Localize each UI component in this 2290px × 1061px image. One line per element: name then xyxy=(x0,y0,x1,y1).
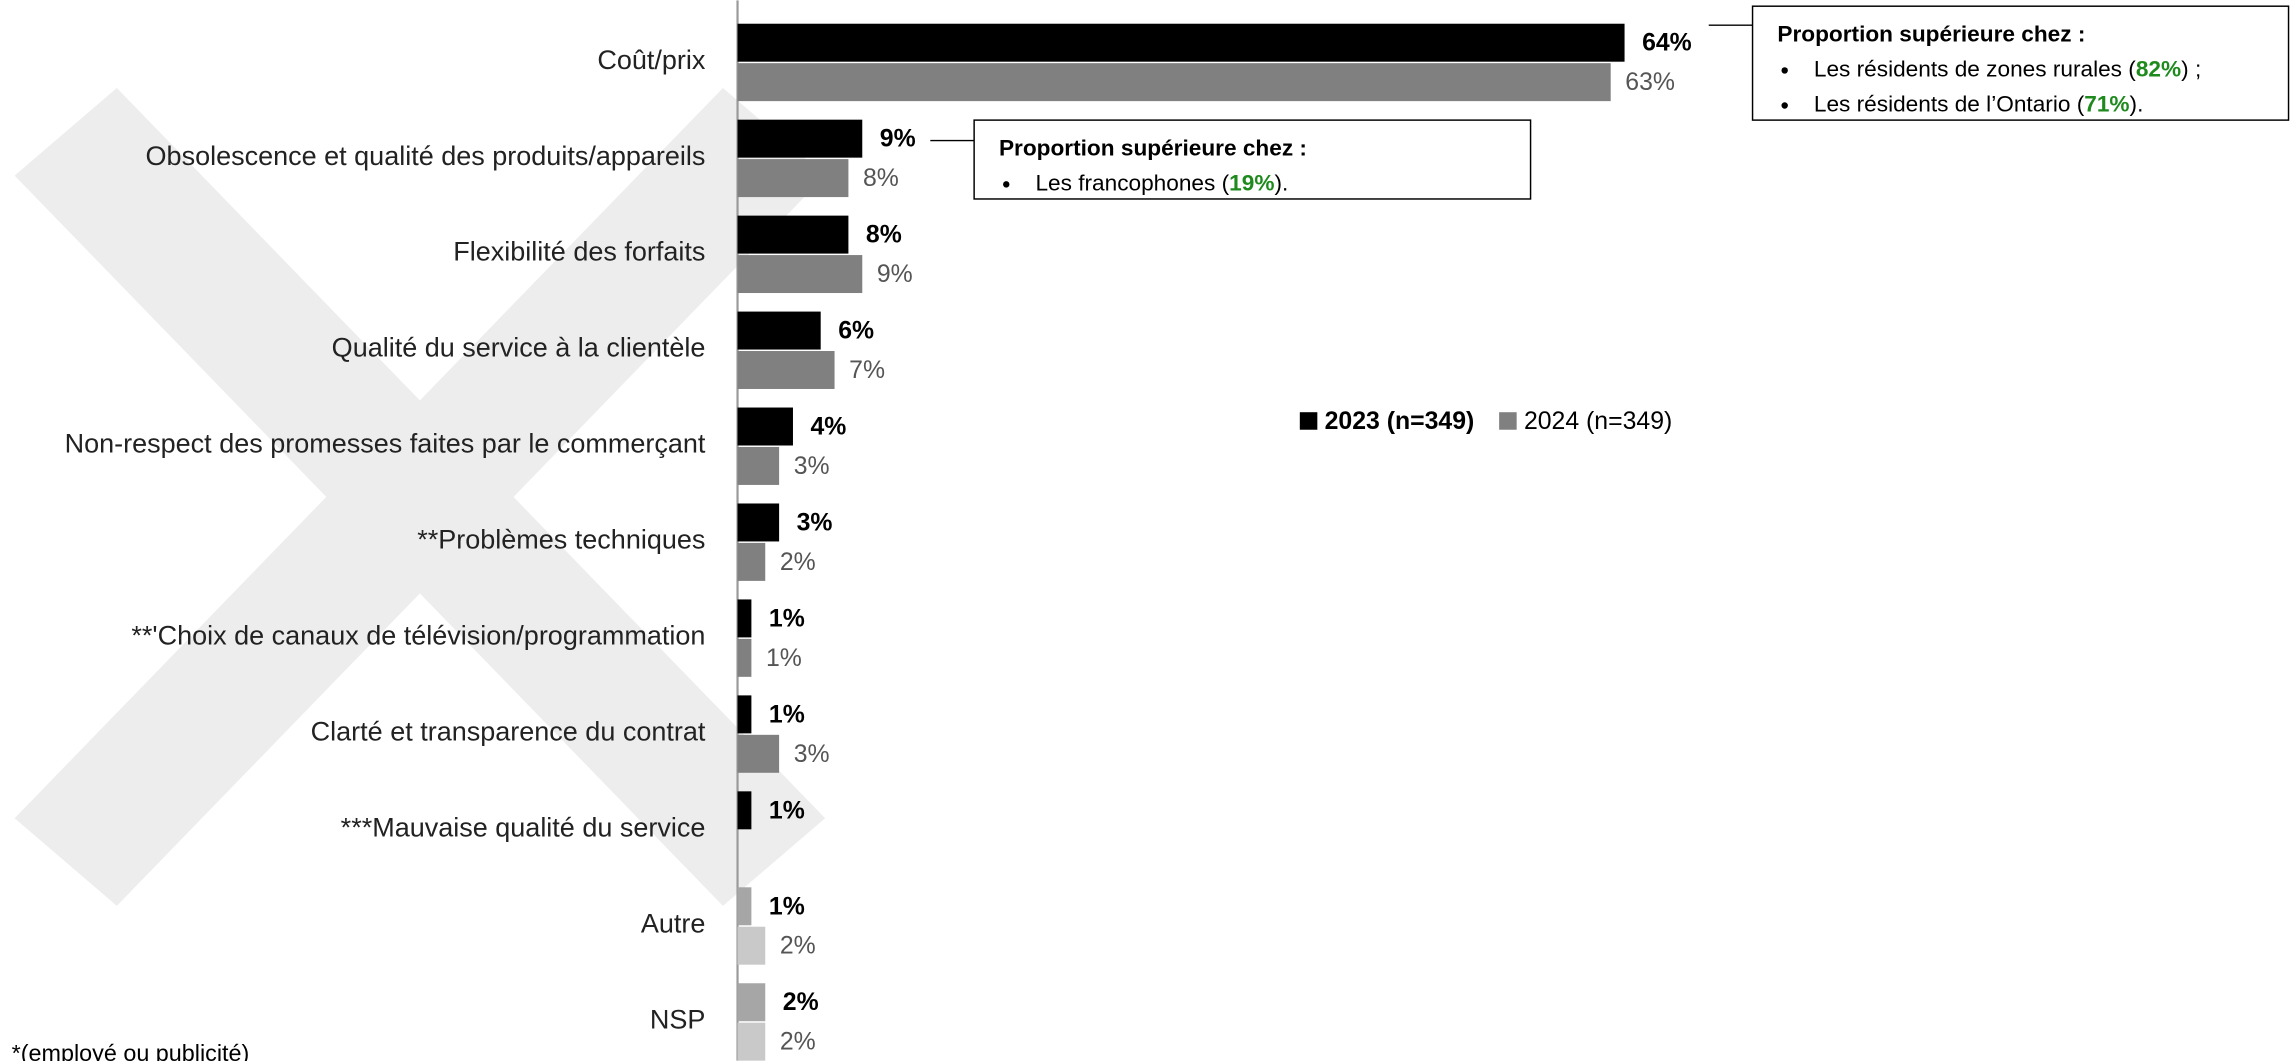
bar xyxy=(737,159,849,198)
legend-swatch xyxy=(1499,412,1517,430)
annotation-box xyxy=(973,119,1532,200)
data-label: 2% xyxy=(780,1029,816,1056)
bar xyxy=(737,311,821,350)
bar xyxy=(737,407,793,446)
category-label: Non-respect des promesses faites par le … xyxy=(65,429,706,459)
data-label: 9% xyxy=(877,261,913,288)
bar xyxy=(737,1022,766,1061)
data-label: 1% xyxy=(769,605,805,632)
data-label: 2% xyxy=(783,989,819,1016)
bar xyxy=(737,63,1611,102)
bar xyxy=(737,351,835,389)
category-label: Obsolescence et qualité des produits/app… xyxy=(146,141,706,171)
category-label: Coût/prix xyxy=(597,45,706,75)
category-label: Flexibilité des forfaits xyxy=(453,237,705,267)
bar xyxy=(737,983,766,1022)
bar xyxy=(737,446,780,485)
bar xyxy=(737,503,780,542)
data-label: 63% xyxy=(1625,69,1675,96)
bullet-highlight: 82% xyxy=(2136,56,2181,81)
bullet-text: Les francophones ( xyxy=(1035,170,1229,195)
annotation-bullet: Les francophones (19%). xyxy=(1035,170,1288,195)
bullet-dot xyxy=(1781,67,1788,74)
data-label: 1% xyxy=(769,797,805,824)
data-label: 3% xyxy=(797,509,833,536)
annotation-title: Proportion supérieure chez : xyxy=(1777,21,2085,46)
data-label: 2% xyxy=(780,933,816,960)
bar xyxy=(737,926,766,965)
bar xyxy=(737,638,752,677)
bullet-highlight: 19% xyxy=(1229,170,1274,195)
bullet-text: Les résidents de zones rurales ( xyxy=(1814,56,2136,81)
data-label: 1% xyxy=(766,645,802,672)
legend-label: 2024 (n=349) xyxy=(1524,408,1672,435)
bullet-text: Les résidents de l’Ontario ( xyxy=(1814,91,2085,116)
data-label: 64% xyxy=(1642,30,1692,57)
data-label: 8% xyxy=(866,222,902,249)
annotation-box xyxy=(1751,5,2290,121)
data-label: 7% xyxy=(849,357,885,384)
bullet-text: ). xyxy=(2130,91,2144,116)
category-label: **'Choix de canaux de télévision/program… xyxy=(131,621,705,651)
bar xyxy=(737,215,849,254)
bar xyxy=(737,255,863,294)
annotation-bullet: Les résidents de zones rurales (82%) ; xyxy=(1814,56,2201,81)
bar xyxy=(737,791,752,830)
category-label: NSP xyxy=(650,1004,706,1034)
bar xyxy=(737,599,752,638)
data-label: 9% xyxy=(880,126,916,153)
category-label: ***Mauvaise qualité du service xyxy=(341,812,706,842)
watermark xyxy=(14,87,826,906)
bullet-text: ). xyxy=(1274,170,1288,195)
data-label: 2% xyxy=(780,549,816,576)
category-label: **Problèmes techniques xyxy=(417,525,705,555)
data-label: 3% xyxy=(794,741,830,768)
data-label: 1% xyxy=(769,893,805,920)
bar xyxy=(737,119,863,158)
bar xyxy=(737,734,780,773)
bullet-text: ) ; xyxy=(2181,56,2201,81)
bar xyxy=(737,887,752,926)
legend-label: 2023 (n=349) xyxy=(1325,408,1475,435)
bar xyxy=(737,695,752,734)
footnote: *(employé ou publicité) xyxy=(12,1040,250,1061)
data-label: 3% xyxy=(794,453,830,480)
bullet-highlight: 71% xyxy=(2084,91,2129,116)
bullet-dot xyxy=(1781,102,1788,109)
category-label: Qualité du service à la clientèle xyxy=(332,333,706,363)
annotation-title: Proportion supérieure chez : xyxy=(999,135,1307,160)
data-label: 6% xyxy=(838,318,874,345)
category-label: Autre xyxy=(641,908,706,938)
data-label: 4% xyxy=(810,414,846,441)
data-label: 1% xyxy=(769,701,805,728)
category-label: Clarté et transparence du contrat xyxy=(311,716,706,746)
data-label: 8% xyxy=(863,165,899,192)
bullet-dot xyxy=(1003,181,1010,188)
legend-swatch xyxy=(1299,412,1318,430)
annotation-bullet: Les résidents de l’Ontario (71%). xyxy=(1814,91,2144,116)
bar xyxy=(737,542,766,581)
bar xyxy=(737,23,1625,62)
